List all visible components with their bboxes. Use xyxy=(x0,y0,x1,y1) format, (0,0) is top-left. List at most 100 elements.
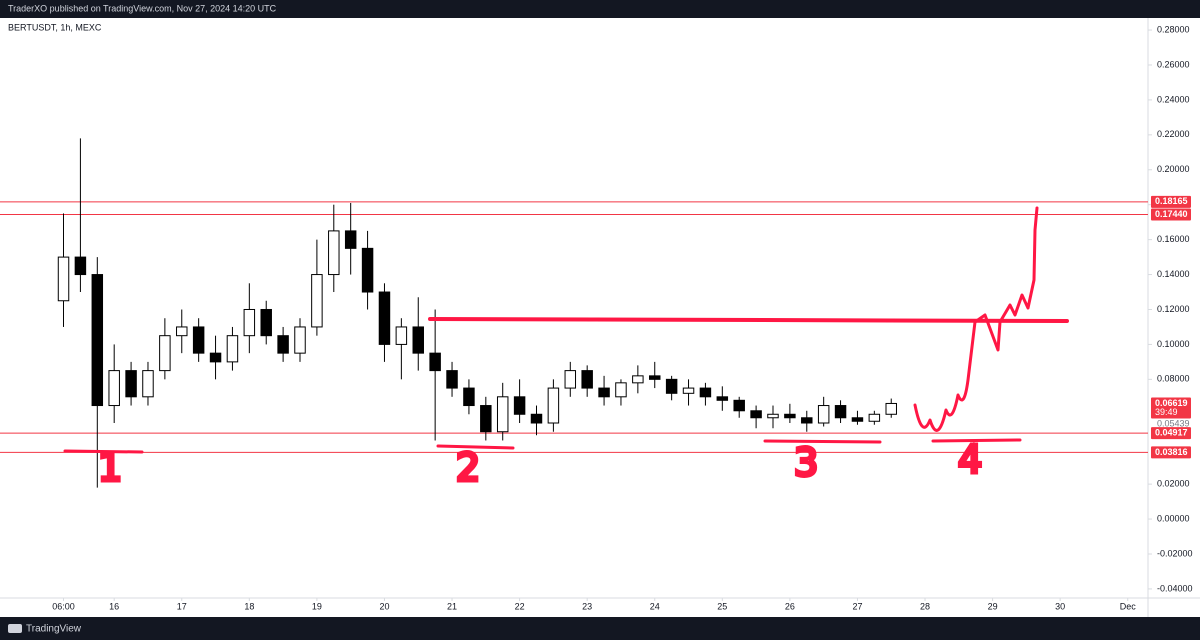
candle-body xyxy=(176,326,188,337)
candle-body xyxy=(496,396,509,433)
price-label-bg xyxy=(1151,427,1191,440)
x-tick-label: 18 xyxy=(244,601,254,611)
candle-body xyxy=(716,396,729,401)
candle-body xyxy=(665,378,678,394)
candle-body xyxy=(74,256,87,276)
y-tick-label: 0.22000 xyxy=(1157,129,1190,139)
candle-body xyxy=(344,230,357,249)
candle-body xyxy=(801,417,813,424)
price-label-bg xyxy=(1151,446,1191,459)
price-label-bg xyxy=(1151,195,1191,208)
candle-body xyxy=(209,352,222,363)
symbol-title: BERTUSDT, 1h, MEXC xyxy=(8,22,102,32)
footer-bar xyxy=(0,617,1200,640)
drawings xyxy=(63,206,1069,454)
drawn-line xyxy=(931,438,1022,443)
candle-body xyxy=(547,387,560,424)
x-tick-label: 28 xyxy=(920,601,930,611)
y-tick-label: 0.26000 xyxy=(1157,59,1190,69)
candle-body xyxy=(615,382,627,398)
candle-body xyxy=(885,402,897,415)
candle-body xyxy=(480,405,492,433)
x-tick-label: 06:00 xyxy=(52,601,75,611)
candle-body xyxy=(598,387,610,398)
candle-body xyxy=(294,326,306,354)
x-tick-label: 19 xyxy=(312,601,322,611)
candle-body xyxy=(378,291,391,345)
y-tick-label: 0.20000 xyxy=(1157,164,1190,174)
candle-body xyxy=(530,413,543,424)
price-label: 0.04917 xyxy=(1155,428,1188,438)
x-tick-label: 27 xyxy=(852,601,862,611)
candle-body xyxy=(868,413,881,422)
candle-body xyxy=(226,335,239,363)
y-tick-label: 0.10000 xyxy=(1157,339,1190,349)
annotation: 3 xyxy=(794,441,818,485)
header-bar xyxy=(0,0,1200,18)
footer-text: TradingView xyxy=(26,624,82,635)
candle-body xyxy=(513,396,526,415)
y-tick-label: 0.08000 xyxy=(1157,374,1190,384)
y-tick-label: -0.02000 xyxy=(1157,548,1193,558)
candle-body xyxy=(632,375,644,384)
candle-body xyxy=(57,256,70,302)
y-tick-label: 0.02000 xyxy=(1157,479,1190,489)
x-tick-label: Dec xyxy=(1120,601,1137,611)
candle-body xyxy=(311,274,323,328)
price-label: 0.18165 xyxy=(1155,196,1188,206)
price-label-bg xyxy=(1151,208,1191,221)
candle-body xyxy=(767,413,779,419)
candle-body xyxy=(125,370,137,398)
annotation: 4 xyxy=(958,438,982,482)
y-tick-label: -0.04000 xyxy=(1157,583,1193,593)
y-tick-label: 0.28000 xyxy=(1157,24,1190,34)
drawn-line xyxy=(763,439,882,444)
x-tick-label: 24 xyxy=(650,601,660,611)
marker-label: 0.05439 xyxy=(1157,418,1190,428)
candle-body xyxy=(142,370,154,398)
candle-body xyxy=(361,247,374,293)
candle-body xyxy=(733,399,745,412)
countdown: 39:49 xyxy=(1155,407,1178,417)
candle-body xyxy=(108,370,120,407)
candle-body xyxy=(159,335,171,372)
x-tick-label: 16 xyxy=(109,601,119,611)
candle-body xyxy=(429,352,441,372)
drawn-line xyxy=(436,444,515,450)
drawn-projection xyxy=(913,206,1039,432)
candle-body xyxy=(463,387,475,407)
x-tick-label: 23 xyxy=(582,601,592,611)
x-tick-label: 21 xyxy=(447,601,457,611)
x-tick-label: 17 xyxy=(177,601,187,611)
candle-body xyxy=(91,274,104,407)
candle-body xyxy=(699,387,712,398)
candle-body xyxy=(446,370,458,389)
candle-body xyxy=(682,387,695,394)
last-price-bg xyxy=(1151,397,1191,419)
candle-body xyxy=(581,370,593,389)
drawn-level xyxy=(428,317,1069,323)
x-tick-label: 26 xyxy=(785,601,795,611)
candle-body xyxy=(192,326,205,354)
plot: 0.280000.260000.240000.220000.200000.180… xyxy=(0,24,1193,611)
y-tick-label: 0.24000 xyxy=(1157,94,1190,104)
x-tick-label: 22 xyxy=(515,601,525,611)
y-tick-label: 0.00000 xyxy=(1157,513,1190,523)
x-tick-label: 25 xyxy=(717,601,727,611)
candle-body xyxy=(328,230,340,276)
candle-body xyxy=(851,417,864,422)
candle-body xyxy=(395,326,408,345)
last-price-label: 0.06619 xyxy=(1155,398,1188,408)
price-label: 0.17440 xyxy=(1155,209,1188,219)
candle-body xyxy=(817,405,830,424)
candle-body xyxy=(564,370,577,389)
y-tick-label: 0.14000 xyxy=(1157,269,1190,279)
price-label: 0.03816 xyxy=(1155,447,1188,457)
x-tick-label: 29 xyxy=(988,601,998,611)
logo-icon xyxy=(8,624,22,633)
candle-body xyxy=(750,410,762,419)
candle-body xyxy=(260,308,272,337)
annotation: 2 xyxy=(456,446,480,490)
candle-body xyxy=(649,375,661,380)
